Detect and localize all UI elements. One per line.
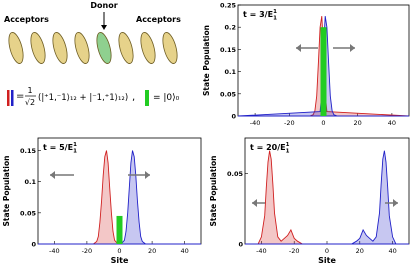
red-key bbox=[7, 90, 10, 106]
x-tick-label: 0 bbox=[117, 247, 121, 255]
motion-arrowhead bbox=[393, 199, 398, 207]
x-tick-label: 40 bbox=[181, 247, 189, 255]
schematic: Acceptors Donor Acceptors = 1 √2 (|⁺1,⁻1… bbox=[4, 1, 181, 107]
y-tick-label: 0.05 bbox=[20, 209, 37, 217]
y-tick-label: 0.2 bbox=[224, 24, 236, 32]
title-sub: 1 bbox=[273, 16, 277, 22]
y-tick-label: 0 bbox=[31, 241, 36, 249]
donor-bar bbox=[320, 27, 327, 117]
x-tick-label: -40 bbox=[256, 247, 267, 255]
acceptors-label: Acceptors bbox=[136, 15, 181, 24]
panel-title: t = 5/E1 1 bbox=[43, 142, 77, 155]
motion-arrowhead bbox=[296, 44, 301, 52]
y-tick-label: 0.25 bbox=[220, 2, 237, 10]
molecules bbox=[8, 32, 178, 64]
equation-state: (|⁺1,⁻1⟩₁₂ + |⁻1,⁺1⟩₁₂) bbox=[38, 93, 128, 103]
population-curve bbox=[245, 150, 409, 245]
x-tick-label: 20 bbox=[356, 247, 364, 255]
y-tick-label: 0.15 bbox=[20, 147, 37, 155]
title-main: t = 20/E bbox=[250, 143, 286, 152]
equation-donor: = |0⟩₀ bbox=[153, 93, 180, 103]
y-tick-label: 0.1 bbox=[224, 68, 236, 76]
title-sup: 1 bbox=[73, 142, 77, 148]
equation-denominator: √2 bbox=[25, 98, 35, 107]
y-tick-label: 0 bbox=[231, 113, 236, 121]
title-sup: 1 bbox=[286, 142, 290, 148]
x-tick-label: 40 bbox=[388, 119, 396, 127]
x-tick-label: -40 bbox=[250, 119, 261, 127]
y-tick-label: 0.05 bbox=[227, 170, 244, 178]
x-tick-label: 40 bbox=[388, 247, 396, 255]
panel-title: t = 3/E1 1 bbox=[243, 9, 277, 22]
title-main: t = 5/E bbox=[43, 143, 73, 152]
title-sub: 1 bbox=[286, 149, 290, 155]
y-axis-label: State Population bbox=[202, 25, 211, 96]
acceptors-label: Acceptors bbox=[4, 15, 49, 24]
donor-arrowhead bbox=[101, 25, 107, 30]
x-tick-label: 20 bbox=[354, 119, 362, 127]
population-curve bbox=[38, 150, 201, 245]
title-sub: 1 bbox=[73, 149, 77, 155]
donor-label: Donor bbox=[90, 1, 117, 10]
y-tick-label: 0.15 bbox=[220, 46, 237, 54]
population-curve bbox=[38, 150, 201, 245]
x-tick-label: -40 bbox=[49, 247, 60, 255]
x-tick-label: -20 bbox=[82, 247, 93, 255]
blue-key bbox=[11, 90, 14, 106]
x-axis-label: Site bbox=[318, 256, 336, 265]
population-curve bbox=[245, 150, 409, 245]
title-sup: 1 bbox=[273, 9, 277, 15]
motion-arrowhead bbox=[50, 171, 55, 179]
y-tick-label: 0.1 bbox=[24, 178, 36, 186]
donor-bar bbox=[116, 215, 123, 244]
motion-arrowhead bbox=[350, 44, 355, 52]
green-key bbox=[145, 90, 149, 106]
y-axis-label: State Population bbox=[209, 156, 218, 227]
x-tick-label: -20 bbox=[289, 247, 300, 255]
title-main: t = 3/E bbox=[243, 10, 273, 19]
x-tick-label: 0 bbox=[321, 119, 325, 127]
panel-title: t = 20/E1 1 bbox=[250, 142, 290, 155]
motion-arrowhead bbox=[252, 199, 257, 207]
x-tick-label: -20 bbox=[284, 119, 295, 127]
x-tick-label: 0 bbox=[325, 247, 329, 255]
equation-numerator: 1 bbox=[27, 86, 32, 95]
x-axis-label: Site bbox=[111, 256, 129, 265]
equation-equals: = bbox=[16, 91, 24, 102]
x-tick-label: 20 bbox=[148, 247, 156, 255]
y-tick-label: 0 bbox=[238, 241, 243, 249]
y-tick-label: 0.05 bbox=[220, 90, 237, 98]
y-axis-label: State Population bbox=[2, 156, 11, 227]
equation-comma: , bbox=[132, 92, 135, 103]
motion-arrowhead bbox=[145, 171, 150, 179]
